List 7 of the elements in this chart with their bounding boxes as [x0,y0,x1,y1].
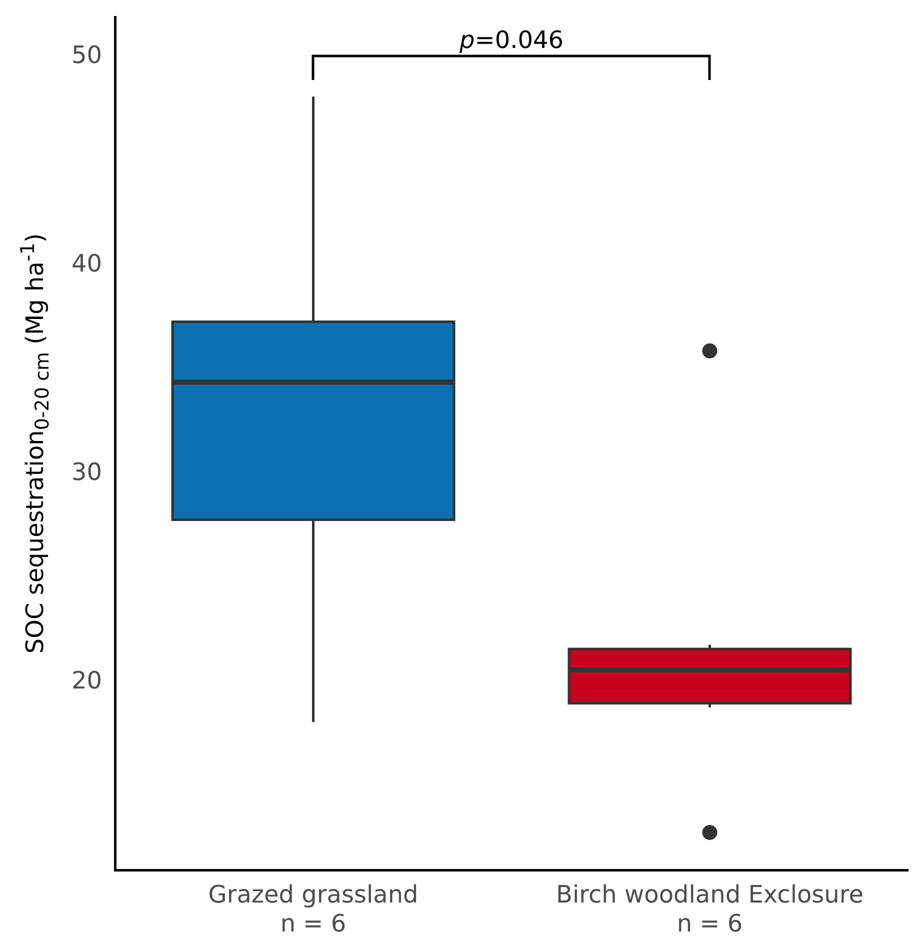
annotation: p=0.046 [460,26,564,54]
x-tick-label: Birch woodland Exclosure n = 6 [556,880,864,938]
y-tick-label: 40 [71,250,102,278]
y-tick-label: 30 [71,458,102,486]
y-tick-label: 20 [71,666,102,695]
x-tick-label: Grazed grassland n = 6 [208,880,418,938]
y-tick-label: 50 [71,41,102,70]
